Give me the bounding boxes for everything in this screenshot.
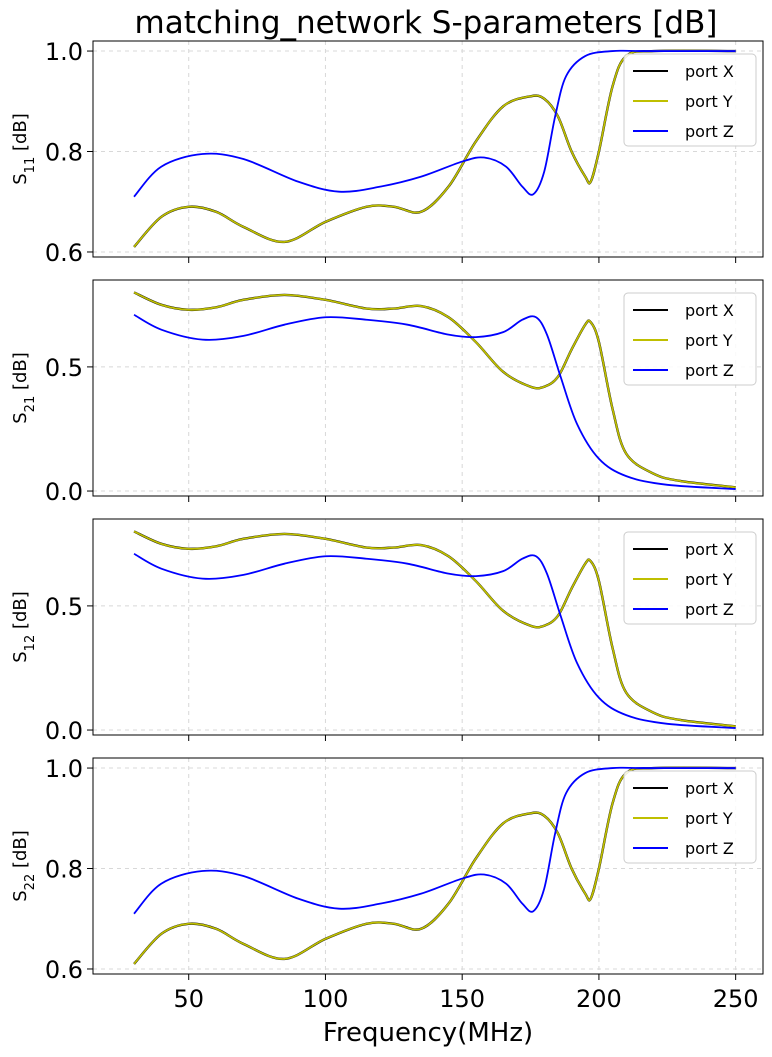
- y-axis-label: S11 [dB]: [10, 113, 38, 185]
- series-line-port-y: [133, 49, 736, 248]
- legend-label: port Y: [685, 570, 733, 589]
- y-tick-label: 1.0: [45, 755, 83, 783]
- y-axis-label: S21 [dB]: [10, 352, 38, 424]
- y-tick-label: 0.6: [45, 239, 83, 267]
- y-tick-label: 0.5: [45, 593, 83, 621]
- series-line-port-z: [133, 766, 736, 915]
- axes-frame: [92, 40, 764, 258]
- y-axis-label: S22 [dB]: [10, 830, 38, 902]
- legend-box: [623, 292, 757, 386]
- y-tick-label: 0.8: [45, 139, 83, 167]
- legend-label: port Z: [685, 361, 734, 380]
- legend-box: [623, 770, 757, 864]
- series-line-port-y: [133, 766, 736, 965]
- y-tick-label: 0.6: [45, 956, 83, 984]
- series-lines: [133, 766, 736, 965]
- y-tick-label: 0.8: [45, 856, 83, 884]
- series-lines: [133, 291, 736, 490]
- axes-frame: [92, 279, 764, 497]
- chart-title: matching_network S-parameters [dB]: [135, 5, 718, 41]
- legend-label: port X: [685, 540, 734, 559]
- y-tick-label: 1.0: [45, 38, 83, 66]
- legend: port X port Y port Z: [623, 292, 757, 386]
- legend-label: port X: [685, 62, 734, 81]
- y-tick-label: 0.0: [45, 717, 83, 745]
- series-line-port-z: [133, 49, 736, 198]
- x-tick-label: 250: [713, 985, 759, 1013]
- legend-label: port Y: [685, 809, 733, 828]
- x-tick-label: 200: [576, 985, 622, 1013]
- series-line-port-y: [133, 291, 736, 489]
- legend-label: port Y: [685, 92, 733, 111]
- subplot-s11: 0.6 0.8 1.0 S11 [dB] port X port Y port Z: [10, 38, 764, 267]
- legend-label: port Z: [685, 600, 734, 619]
- y-tick-label: 0.0: [45, 478, 83, 506]
- x-tick-label: 100: [303, 985, 349, 1013]
- series-line-port-y: [133, 530, 736, 728]
- series-line-port-z: [133, 313, 736, 490]
- legend: port X port Y port Z: [623, 770, 757, 864]
- series-lines: [133, 49, 736, 248]
- legend-label: port X: [685, 779, 734, 798]
- legend-label: port X: [685, 301, 734, 320]
- y-tick-label: 0.5: [45, 354, 83, 382]
- x-tick-label: 150: [439, 985, 485, 1013]
- legend-label: port Z: [685, 122, 734, 141]
- series-lines: [133, 530, 736, 729]
- legend-label: port Y: [685, 331, 733, 350]
- legend: port X port Y port Z: [623, 53, 757, 147]
- legend-label: port Z: [685, 839, 734, 858]
- legend-box: [623, 53, 757, 147]
- series-line-port-z: [133, 552, 736, 729]
- x-tick-label: 50: [173, 985, 204, 1013]
- axes-frame: [92, 757, 764, 975]
- legend-box: [623, 531, 757, 625]
- legend: port X port Y port Z: [623, 531, 757, 625]
- y-axis-label: S12 [dB]: [10, 591, 38, 663]
- axes-frame: [92, 518, 764, 736]
- x-axis-label: Frequency(MHz): [323, 1018, 533, 1048]
